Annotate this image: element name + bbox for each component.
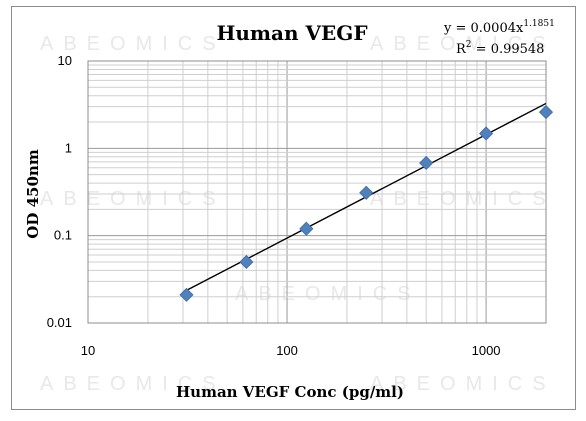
trendline-equation: y = 0.0004x1.1851 [443,19,555,36]
data-point [239,254,254,270]
data-points [179,105,554,302]
data-point [538,105,554,120]
chart-frame [11,6,576,410]
x-tick-label: 10 [81,343,95,358]
x-tick-label: 100 [276,343,298,358]
plot-area-border [87,60,547,324]
r-squared-label: R2 = 0.99548 [456,40,544,57]
data-point [299,221,314,236]
tick-labels: 10 100 1000 0.01 0.1 1 10 [47,53,501,358]
watermark-text: ABEOMICS [370,373,556,395]
y-tick-label: 1 [65,140,72,155]
y-tick-label: 10 [58,53,72,68]
watermark-text: ABEOMICS [370,33,556,55]
watermark-text: ABEOMICS [40,33,226,55]
watermark-text: ABEOMICS [40,373,226,395]
chart-title: Human VEGF [216,21,367,45]
data-point [479,126,494,141]
watermark-text: ABEOMICS [235,283,421,305]
data-point [179,287,194,302]
data-point [359,185,374,200]
watermark-text: ABEOMICS [40,188,226,210]
watermark-text: ABEOMICS [370,188,556,210]
y-tick-label: 0.01 [47,315,72,330]
data-point [419,155,434,171]
x-axis-title: Human VEGF Conc (pg/ml) [176,383,404,401]
y-tick-label: 0.1 [54,228,72,243]
y-axis-title: OD 450nm [24,149,42,239]
grid-lines [87,60,547,324]
x-tick-label: 1000 [472,343,501,358]
